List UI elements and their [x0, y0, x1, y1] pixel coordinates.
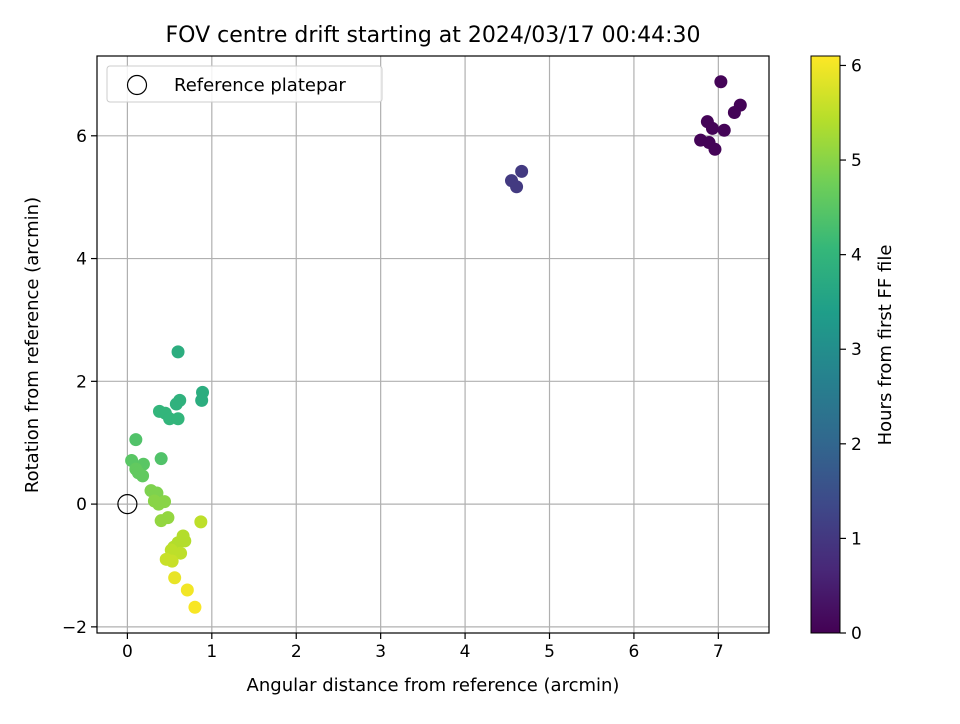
colorbar-tick-label: 0 [851, 624, 862, 644]
data-point [195, 393, 209, 407]
x-tick-label: 4 [460, 642, 471, 662]
colorbar-ticks: 0 1 2 3 4 5 6 [840, 56, 862, 644]
data-point [169, 397, 183, 411]
colorbar: 0 1 2 3 4 5 6 Hours from first FF file [810, 55, 896, 644]
data-point [174, 546, 188, 560]
y-tick-label: −2 [62, 618, 87, 638]
legend-label-reference: Reference platepar [174, 75, 346, 96]
x-tick-label: 5 [544, 642, 555, 662]
x-tick-label: 2 [291, 642, 302, 662]
colorbar-tick-label: 4 [851, 246, 862, 266]
plot-frame [96, 55, 770, 634]
legend: Reference platepar [106, 65, 383, 103]
data-point [154, 452, 168, 466]
data-point [515, 164, 529, 178]
colorbar-tick-label: 3 [851, 340, 862, 360]
data-point [510, 180, 524, 194]
data-point [129, 433, 143, 447]
y-tick-label: 2 [76, 372, 87, 392]
data-point [708, 142, 722, 156]
x-tick-label: 7 [713, 642, 724, 662]
data-point [727, 105, 741, 119]
y-axis-label: Rotation from reference (arcmin) [22, 197, 43, 493]
y-tick-label: 4 [76, 250, 87, 270]
colorbar-tick-label: 6 [851, 56, 862, 76]
data-point [168, 571, 182, 585]
colorbar-tick-label: 2 [851, 435, 862, 455]
x-tick-label: 0 [122, 642, 133, 662]
data-point [154, 514, 168, 528]
x-tick-label: 6 [629, 642, 640, 662]
colorbar-tick-label: 5 [851, 151, 862, 171]
data-point [180, 583, 194, 597]
data-point [194, 515, 208, 529]
legend-box [106, 65, 383, 103]
x-axis-ticks: 0 1 2 3 4 5 6 7 [122, 633, 724, 662]
y-axis-ticks: −2 0 2 4 6 [62, 127, 97, 638]
legend-marker-reference [126, 74, 148, 96]
data-point [188, 600, 202, 614]
y-tick-label: 6 [76, 127, 87, 147]
data-point [165, 554, 179, 568]
data-point [171, 412, 185, 426]
data-points [117, 75, 747, 614]
colorbar-tick-label: 1 [851, 529, 862, 549]
data-point [171, 345, 185, 359]
x-axis-label: Angular distance from reference (arcmin) [247, 675, 620, 696]
x-tick-label: 1 [206, 642, 217, 662]
data-point [705, 121, 719, 135]
data-point [178, 534, 192, 548]
colorbar-label: Hours from first FF file [875, 245, 896, 446]
data-point [717, 123, 731, 137]
y-tick-label: 0 [76, 495, 87, 515]
data-point [714, 75, 728, 89]
reference-platepar-marker [117, 493, 138, 515]
x-tick-label: 3 [375, 642, 386, 662]
colorbar-gradient [810, 55, 841, 634]
data-point [152, 497, 166, 511]
data-point [136, 469, 150, 483]
chart-title: FOV centre drift starting at 2024/03/17 … [166, 23, 701, 48]
